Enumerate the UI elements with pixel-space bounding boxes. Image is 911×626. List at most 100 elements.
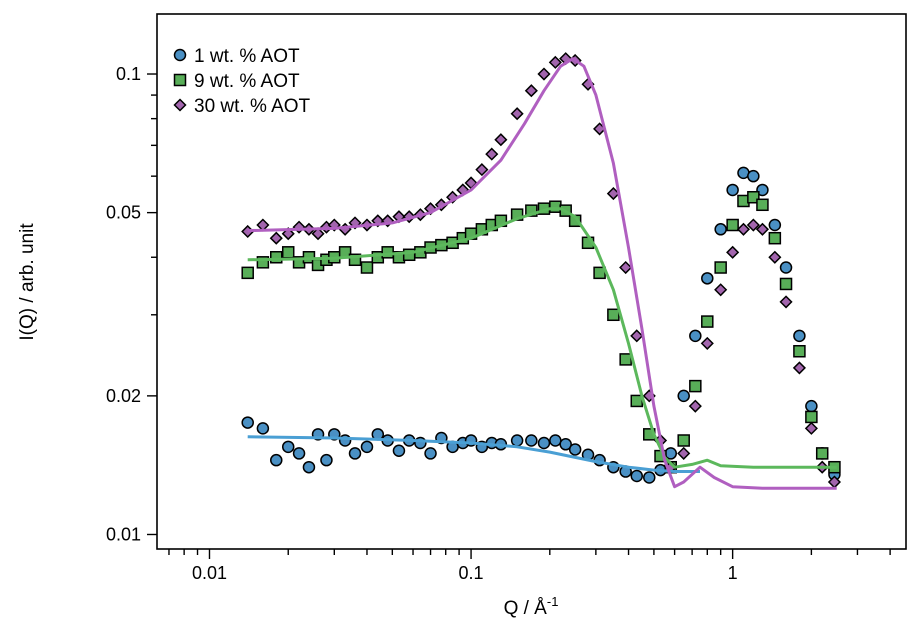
data-point-circle — [568, 443, 582, 456]
data-point-circle — [805, 399, 818, 413]
data-point-square — [270, 251, 283, 264]
data-point-circle — [701, 272, 714, 285]
data-point-diamond — [423, 202, 438, 216]
data-point-diamond — [485, 147, 499, 161]
data-point-square — [756, 198, 769, 212]
data-point-circle — [779, 261, 793, 274]
data-point-diamond — [746, 218, 760, 232]
data-point-circle — [689, 329, 702, 343]
data-point-diamond — [381, 214, 395, 228]
fit-lines — [247, 57, 837, 490]
y-axis-title: I(Q) / arb. unit — [17, 223, 38, 341]
data-point-circle — [292, 447, 306, 460]
legend-marker-diamond — [173, 98, 187, 112]
data-point-square — [805, 410, 818, 424]
data-point-square — [726, 218, 739, 232]
data-point-square — [815, 447, 829, 460]
data-point-diamond — [292, 220, 306, 234]
data-point-diamond — [619, 260, 633, 275]
data-point-diamond — [700, 336, 714, 350]
legend-item: 9 wt. % AOT — [173, 71, 300, 92]
data-point-diamond — [792, 361, 806, 375]
data-point-circle — [241, 416, 254, 429]
x-axis-title-superscript: -1 — [547, 594, 559, 609]
legend-marker-square — [173, 73, 187, 87]
legend-marker-circle — [173, 48, 187, 62]
y-tick-label: 0.05 — [106, 203, 141, 223]
data-point-square — [630, 394, 644, 408]
legend-label: 1 wt. % AOT — [194, 46, 300, 67]
data-point-diamond — [548, 55, 562, 69]
legend-item: 30 wt. % AOT — [173, 96, 311, 117]
data-point-square — [360, 261, 374, 274]
data-point-diamond — [338, 222, 352, 236]
data-point-circle — [338, 434, 352, 447]
data-point-diamond — [677, 446, 691, 460]
data-point-circle — [664, 447, 678, 460]
y-tick-label: 0.02 — [106, 386, 141, 406]
legend-label: 9 wt. % AOT — [194, 71, 300, 92]
data-point-circle — [525, 434, 538, 447]
data-point-square — [549, 200, 562, 213]
legend: 1 wt. % AOT 9 wt. % AOT 30 wt. % AOT — [173, 46, 311, 117]
data-point-circle — [281, 440, 295, 454]
data-point-square — [525, 204, 538, 217]
data-point-circle — [793, 329, 806, 343]
x-tick-label: 1 — [728, 563, 738, 583]
data-point-circle — [630, 469, 644, 483]
data-point-diamond — [779, 295, 793, 309]
data-point-circle — [392, 444, 406, 458]
data-point-diamond — [736, 222, 751, 236]
data-point-square — [348, 253, 362, 267]
data-point-diamond — [755, 222, 770, 236]
data-point-diamond — [524, 84, 538, 98]
data-point-circle — [747, 169, 760, 183]
data-point-circle — [726, 183, 739, 197]
fit-line — [247, 57, 837, 490]
data-point-diamond — [630, 329, 644, 343]
x-tick-label: 0.1 — [459, 563, 484, 583]
data-point-square — [747, 190, 760, 204]
series-points — [241, 52, 841, 489]
data-point-square — [714, 261, 727, 274]
x-axis-title: Q / Å-1 — [504, 594, 559, 619]
data-point-diamond — [371, 214, 385, 228]
data-point-circle — [348, 447, 362, 460]
fit-line — [247, 207, 837, 469]
data-point-diamond — [311, 227, 325, 241]
data-point-square — [677, 434, 690, 447]
data-point-square — [256, 256, 270, 269]
y-axis: 0.01 0.02 0.05 0.1 — [106, 64, 157, 544]
data-point-diamond — [726, 245, 740, 259]
data-point-circle — [510, 434, 524, 447]
data-point-circle — [537, 436, 551, 450]
y-tick-label: 0.1 — [116, 64, 141, 84]
data-point-circle — [677, 389, 690, 403]
data-point-circle — [320, 453, 333, 467]
legend-label: 30 wt. % AOT — [194, 96, 311, 117]
data-point-square — [619, 353, 632, 366]
data-point-diamond — [768, 250, 782, 264]
data-point-circle — [424, 447, 437, 460]
x-tick-label: 0.01 — [192, 563, 227, 583]
data-point-square — [607, 308, 620, 322]
data-point-square — [768, 231, 782, 245]
y-tick-label: 0.01 — [106, 524, 141, 544]
data-point-circle — [768, 218, 782, 232]
data-point-diamond — [714, 283, 728, 297]
data-point-square — [701, 315, 714, 328]
data-point-circle — [360, 440, 374, 454]
data-point-diamond — [494, 133, 508, 147]
data-point-diamond — [688, 399, 702, 413]
data-point-square — [241, 266, 254, 280]
data-point-circle — [643, 471, 656, 484]
plot-frame — [156, 13, 907, 550]
fit-line — [247, 435, 700, 473]
data-point-circle — [302, 460, 316, 474]
data-point-circle — [549, 434, 562, 447]
data-point-diamond — [804, 421, 818, 435]
data-point-diamond — [510, 107, 524, 121]
legend-item: 1 wt. % AOT — [173, 46, 300, 67]
data-point-diamond — [348, 216, 362, 230]
